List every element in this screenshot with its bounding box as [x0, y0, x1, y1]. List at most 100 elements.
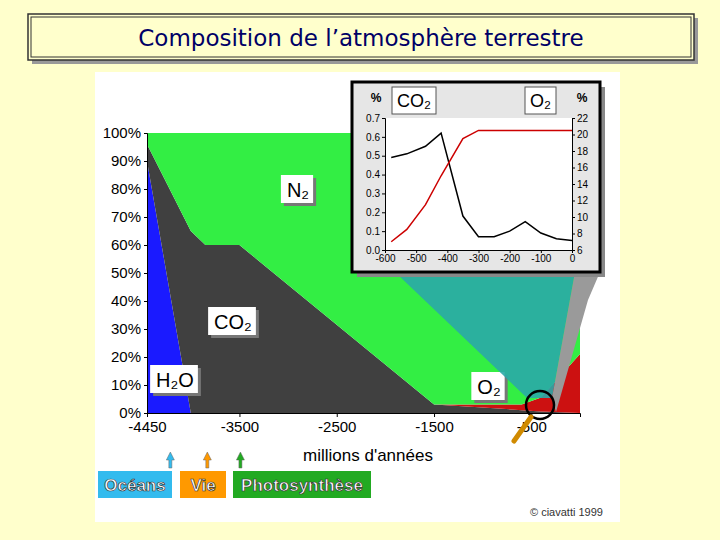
tick-label: -3500: [221, 418, 259, 435]
event-box: [98, 471, 172, 498]
tick-mark: [144, 189, 147, 190]
tick-mark: [144, 133, 147, 134]
tick: -3500: [221, 413, 259, 435]
tick: 10: [572, 212, 589, 223]
event-label: Océans: [104, 476, 165, 495]
title: Composition de l’atmosphère terrestre: [138, 25, 583, 51]
event-label: Vie: [190, 476, 215, 495]
series-label-box: [471, 372, 504, 400]
tick-label: 0.6: [366, 132, 380, 143]
tick-label: 50%: [111, 264, 141, 281]
series-label-box: [208, 307, 256, 335]
tick-label: 80%: [111, 180, 141, 197]
tick: 8: [572, 228, 583, 239]
event-box: [180, 471, 226, 498]
tick-mark: [382, 250, 385, 251]
tick-label: -1500: [415, 418, 453, 435]
tick-label: 90%: [111, 152, 141, 169]
tick-label: 0: [570, 253, 576, 264]
tick-mark: [434, 413, 435, 417]
tick-label: -200: [500, 253, 520, 264]
tick-label: 70%: [111, 208, 141, 225]
event-arrow: [203, 452, 211, 468]
series-line: [391, 133, 572, 240]
tick: 0.6: [366, 132, 385, 143]
series-line: [391, 130, 572, 241]
tick-label: -500: [407, 253, 427, 264]
tick-mark: [382, 231, 385, 232]
tick-label: 16: [577, 162, 589, 173]
tick-label: -400: [438, 253, 458, 264]
tick-label: 0.3: [366, 188, 380, 199]
tick-mark: [382, 137, 385, 138]
x-axis: -4450-3500-2500-1500-500: [128, 413, 580, 435]
inset-x-axis: -600-500-400-300-200-1000: [375, 250, 575, 264]
tick-mark: [572, 118, 575, 119]
tick-label: 100%: [103, 124, 141, 141]
title-box: [28, 14, 694, 60]
tick-label: 8: [577, 228, 583, 239]
tick: -200: [500, 250, 520, 264]
axis-line: [382, 119, 386, 251]
tick-mark: [239, 413, 240, 417]
tick-mark: [382, 212, 385, 213]
series-label: H₂O: [150, 365, 201, 396]
tick-label: 30%: [111, 320, 141, 337]
magnifier-cone-side: [552, 272, 600, 412]
tick-mark: [144, 161, 147, 162]
tick-label: 0%: [119, 404, 141, 421]
tick-label: 60%: [111, 236, 141, 253]
credit: © ciavatti 1999: [530, 506, 603, 518]
series-label: O₂: [471, 372, 507, 403]
inset-legend-entry: CO₂: [392, 87, 436, 114]
series-label-text: CO₂: [214, 311, 252, 333]
inset-y-axis: 0.00.10.20.30.40.50.60.7: [366, 113, 385, 256]
tick-label: 22: [577, 113, 589, 124]
tick: 10%: [111, 376, 147, 393]
tick-label: -300: [469, 253, 489, 264]
tick-mark: [572, 217, 575, 218]
tick: 90%: [111, 152, 147, 169]
inset-plot-bg: [385, 118, 572, 250]
tick: -300: [469, 250, 489, 264]
tick: 16: [572, 162, 589, 173]
inset-y-axis-title: %: [371, 91, 382, 105]
tick: 70%: [111, 208, 147, 225]
tick-mark: [144, 385, 147, 386]
tick: 60%: [111, 236, 147, 253]
tick-mark: [572, 234, 575, 235]
tick-mark: [572, 135, 575, 136]
series-label: N₂: [281, 175, 316, 206]
tick: 0.3: [366, 188, 385, 199]
tick-mark: [337, 413, 338, 417]
tick: 80%: [111, 180, 147, 197]
tick: 14: [572, 179, 589, 190]
title-box-inner: [31, 17, 691, 57]
tick-mark: [382, 193, 385, 194]
tick-mark: [572, 184, 575, 185]
event-arrow: [166, 452, 174, 468]
tick-mark: [572, 250, 575, 251]
tick: 50%: [111, 264, 147, 281]
tick-mark: [382, 156, 385, 157]
tick-mark: [144, 301, 147, 302]
tick-label: 40%: [111, 292, 141, 309]
tick-label: 18: [577, 146, 589, 157]
y-axis: 0%10%20%30%40%50%60%70%80%90%100%: [103, 124, 148, 421]
tick: 0.0: [366, 245, 385, 256]
tick: 0.5: [366, 150, 385, 161]
tick-mark: [144, 273, 147, 274]
tick: 0%: [119, 404, 147, 421]
series-label-box: [281, 175, 313, 203]
series-label-text: H₂O: [156, 369, 194, 391]
tick-label: 14: [577, 179, 589, 190]
tick-label: 0.7: [366, 113, 380, 124]
tick-label: 6: [577, 245, 583, 256]
inset-legend-text: CO₂: [397, 91, 431, 111]
tick-label: 12: [577, 195, 589, 206]
tick: -100: [531, 250, 551, 264]
inset-y2-axis: 6 8 10 12 14 16 18 20 22: [572, 113, 589, 256]
tick: 6: [572, 245, 583, 256]
tick: 20: [572, 129, 589, 140]
tick: 0.1: [366, 226, 385, 237]
